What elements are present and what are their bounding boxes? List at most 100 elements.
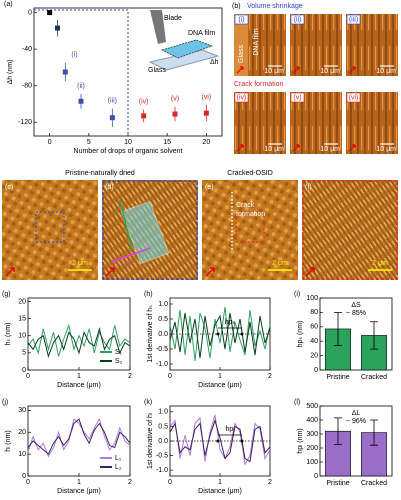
x-tick-label: 0 xyxy=(168,373,172,380)
x-tick-label: 1 xyxy=(77,373,81,380)
y-tick-label: -0.5 xyxy=(156,452,168,459)
line-series xyxy=(169,414,271,466)
glass-region xyxy=(234,14,248,76)
heading: Pristine-naturally dried xyxy=(65,170,135,177)
x-tick-label: Pristine xyxy=(326,480,349,487)
point-label: (vi) xyxy=(201,94,211,101)
y-tick-label: -1.0 xyxy=(156,467,168,474)
x-axis-label: Distance (μm) xyxy=(198,488,242,495)
y-tick-label: 100 xyxy=(306,459,318,466)
inset-label: DNA film xyxy=(188,30,215,37)
line-series xyxy=(169,312,271,359)
panel-label: (j) xyxy=(2,399,8,406)
region-box xyxy=(34,9,129,136)
line-series xyxy=(169,306,271,362)
panel-label: (i) xyxy=(294,291,300,298)
x-axis-label: Distance (μm) xyxy=(198,382,242,389)
image-label: (ii) xyxy=(294,16,302,23)
annotation-dot xyxy=(240,332,244,336)
image-label: (iii) xyxy=(349,16,358,23)
y-tick-label: -40 xyxy=(22,46,32,53)
y-tick-label: 300 xyxy=(306,431,318,438)
annotation: ~ 85% xyxy=(346,310,366,317)
x-tick-label: 1 xyxy=(218,479,222,486)
inset-label: Glass xyxy=(148,67,166,74)
scale-label: 10 μm xyxy=(376,146,396,153)
direction-arrow xyxy=(105,267,115,277)
panel-label: (a) xyxy=(4,1,13,8)
x-tick-label: 5 xyxy=(87,139,91,146)
y-tick-label: -0.5 xyxy=(156,346,168,353)
image-label: (iv) xyxy=(237,94,247,101)
point xyxy=(55,25,60,31)
annotation: ΔL xyxy=(352,410,361,417)
afm-image xyxy=(202,180,298,280)
point xyxy=(172,111,178,117)
heading: Crack formation xyxy=(234,81,284,88)
x-axis-label: Distance (μm) xyxy=(57,382,101,389)
blade xyxy=(150,10,166,44)
point xyxy=(62,69,68,75)
y-tick-label: 0.5 xyxy=(158,316,168,323)
label-box xyxy=(234,92,249,103)
y-tick-label: 80 xyxy=(310,309,318,316)
point-label: (ii) xyxy=(77,83,85,90)
arrow-s xyxy=(111,247,151,263)
x-tick-label: 15 xyxy=(163,139,171,146)
direction-arrow xyxy=(236,144,244,152)
y-tick-label: 0 xyxy=(28,9,32,16)
y-tick-label: 0 xyxy=(22,473,26,480)
point xyxy=(203,110,209,116)
point-label: (iii) xyxy=(108,97,117,104)
label-box xyxy=(234,14,249,25)
scale-label: 10 μm xyxy=(320,146,340,153)
x-tick-label: 1 xyxy=(77,479,81,486)
line-series xyxy=(27,327,131,358)
point xyxy=(47,10,53,16)
x-tick-label: 10 xyxy=(124,139,132,146)
y-tick-label: 20 xyxy=(18,298,26,305)
y-tick-label: 60 xyxy=(310,324,318,331)
image-border xyxy=(102,180,198,280)
x-tick-label: 0 xyxy=(26,373,30,380)
scale-label: 2 μm xyxy=(372,260,388,267)
arrow-l xyxy=(119,199,133,251)
image-label: (i) xyxy=(238,16,244,23)
direction-arrow xyxy=(236,66,244,74)
y-tick-label: -80 xyxy=(22,83,32,90)
y-tick-label: 0.0 xyxy=(158,438,168,445)
annotation-dot xyxy=(240,439,244,443)
y-tick-label: 0 xyxy=(314,367,318,374)
line-series xyxy=(27,323,131,357)
scale-label: 2 μm xyxy=(72,260,88,267)
point-label: (iv) xyxy=(139,98,149,105)
x-tick-label: 20 xyxy=(202,139,210,146)
panel-label: (d) xyxy=(105,184,114,191)
label-box xyxy=(290,14,305,25)
selection xyxy=(121,200,170,265)
y-tick-label: 30 xyxy=(18,407,26,414)
y-axis-label: 1st derivative of hₛ xyxy=(147,305,154,363)
x-tick-label: 2 xyxy=(128,479,132,486)
plot-frame xyxy=(319,297,393,371)
scale-label: 10 μm xyxy=(264,68,284,75)
arrow-label: S xyxy=(126,261,131,268)
x-tick-label: Cracked xyxy=(361,374,387,381)
annotation-dot xyxy=(216,332,220,336)
legend-label: S₁ xyxy=(115,349,123,356)
y-tick-label: 200 xyxy=(306,445,318,452)
point-label: (i) xyxy=(71,52,77,59)
image-text: Crack xyxy=(236,202,255,209)
zoom-box xyxy=(35,211,65,243)
panel-label: (g) xyxy=(2,291,11,298)
label-box xyxy=(346,14,361,25)
annotation-dot xyxy=(216,439,220,443)
image-label: (v) xyxy=(293,94,301,101)
y-tick-label: 15 xyxy=(18,315,26,322)
panel-label: (c) xyxy=(5,184,13,191)
error-bar xyxy=(334,312,342,346)
x-tick-label: 2 xyxy=(128,373,132,380)
arrow-label: L xyxy=(115,209,119,216)
direction-arrow xyxy=(292,66,300,74)
